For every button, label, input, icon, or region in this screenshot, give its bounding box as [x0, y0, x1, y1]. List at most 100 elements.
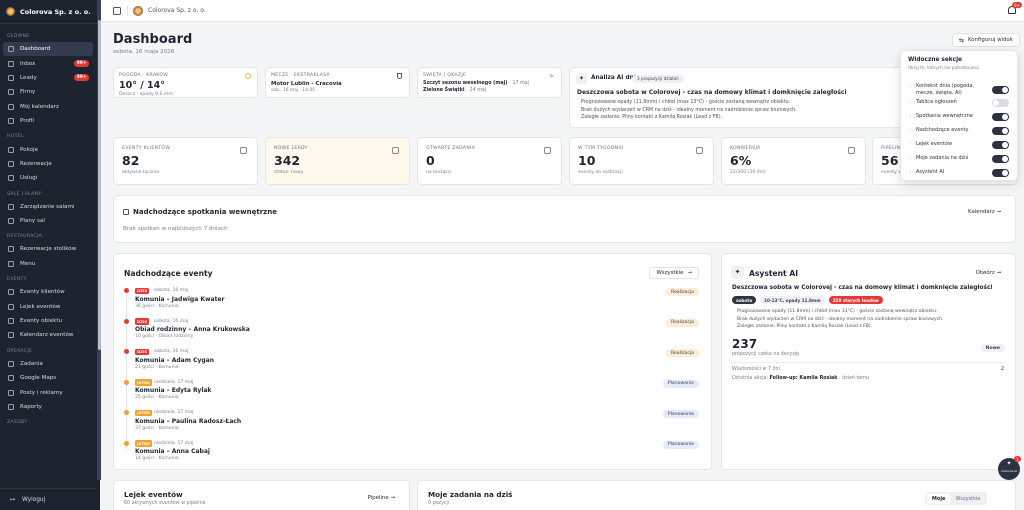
meetings-card: Nadchodzące spotkania wewnętrzne Kalenda…: [113, 195, 1016, 243]
nav-item[interactable]: Pokoje: [3, 142, 93, 156]
nav-item[interactable]: Mój kalendarz: [3, 100, 93, 114]
tab[interactable]: Wszystkie: [955, 495, 981, 502]
event-meta: 36 gości · Komunia: [135, 303, 179, 309]
match-value: Motor Lublin - Cracovia: [271, 81, 342, 87]
chips: sobota 10-13°C, opady 11.8mm 259 starych l…: [732, 296, 883, 304]
ai-line: Brak dużych wydarzeń w CRM na dziś - ide…: [581, 107, 797, 113]
toggle[interactable]: [992, 112, 1009, 121]
nav-item[interactable]: Usługi: [3, 171, 93, 185]
meetings-link[interactable]: Kalendarz →: [968, 209, 1001, 215]
funnel-link[interactable]: Pipeline →: [367, 495, 395, 501]
nav-item[interactable]: Zarządzanie salami: [3, 200, 93, 214]
nav-label: Eventy obiektu: [20, 318, 63, 325]
divider: [127, 6, 128, 16]
nav-item[interactable]: Google Maps: [3, 371, 93, 385]
toggle[interactable]: [992, 98, 1009, 107]
nav-item[interactable]: Firmy: [3, 85, 93, 99]
nav-label: Pokoje: [20, 146, 39, 153]
nav-icon: [8, 332, 14, 339]
logout[interactable]: ↦ Wyloguj: [0, 488, 97, 510]
nav-item[interactable]: Rezerwacje stolików: [3, 242, 93, 256]
nav-badge: 99+: [74, 74, 89, 82]
assistant-link[interactable]: Otwórz →: [975, 270, 1001, 276]
kpi-sub: eventy w lejku: [881, 170, 915, 175]
bell[interactable]: [1008, 6, 1016, 14]
match-card: MECZE · EKSTRAKLASA Motor Lublin - Craco…: [265, 67, 410, 98]
toggle[interactable]: [992, 126, 1009, 135]
event-name[interactable]: Komunia – Edyta Rylak: [135, 387, 212, 394]
kpi-icon: [848, 147, 855, 154]
nav-item[interactable]: Eventy obiektu: [3, 314, 93, 328]
event-meta: 25 gości · Komunia: [135, 395, 179, 400]
proposal-label: propozycji czeka na decyzję: [732, 352, 800, 357]
assistant-line: Prognozowane opady (11.8mm) i chłód (max…: [737, 309, 938, 314]
nav-item[interactable]: Kalendarz eventów: [3, 328, 93, 342]
nav-item[interactable]: Lejek eventów: [3, 299, 93, 313]
section-title: HOTEL: [7, 134, 24, 140]
event-status: Planowanie: [662, 440, 699, 449]
event-name[interactable]: Obiad rodzinny – Anna Krukowska: [135, 326, 250, 333]
nav-item[interactable]: Rezerwacje: [3, 157, 93, 171]
nav-icon: [8, 103, 14, 110]
nav-item[interactable]: Menu: [3, 257, 93, 271]
timeline: [126, 290, 127, 450]
event-name[interactable]: Komunia – Adam Cygan: [135, 356, 215, 364]
kpi-sub: aktywne łącznie: [122, 170, 160, 175]
nav-label: Firmy: [20, 89, 36, 96]
nav-item[interactable]: Leady 99+: [3, 71, 93, 85]
toggle[interactable]: [992, 168, 1009, 177]
company-logo: [133, 6, 143, 16]
chip: 10-13°C, opady 11.8mm: [760, 296, 825, 304]
toggle[interactable]: [992, 86, 1009, 94]
nav-icon: [8, 246, 14, 253]
nav-icon: [8, 389, 14, 396]
nav-item[interactable]: Dashboard: [3, 42, 93, 57]
event-meta: 21 gości · Komunia: [135, 364, 179, 370]
kpi-label: EVENTY KLIENTÓW: [122, 146, 171, 151]
nav-item[interactable]: Eventy klientów: [3, 285, 93, 299]
sidebar-toggle[interactable]: [113, 7, 121, 15]
nav-item[interactable]: Zadania: [3, 357, 93, 371]
assistant-icon: ✦: [731, 266, 744, 279]
trophy-icon: [397, 73, 402, 79]
toggle[interactable]: [992, 140, 1009, 149]
kpi-icon: [392, 147, 399, 154]
timeline-dot: [124, 410, 129, 415]
nav-item[interactable]: Plany sal: [3, 214, 93, 228]
ai-line: Prognozowane opady (11.8mm) i chłód (max…: [581, 100, 791, 105]
event-name[interactable]: Komunia – Anna Cabaj: [135, 448, 210, 455]
event-name[interactable]: Komunia – Paulina Radosz-Łach: [135, 417, 242, 425]
drag-handle: ⋮⋮: [908, 170, 917, 175]
section-title: RESTAURACJA: [7, 234, 42, 240]
assistant-headline: Deszczowa sobota w Colorovej - czas na d…: [732, 285, 993, 291]
nav-label: Rezerwacje: [20, 160, 52, 167]
weather-value: 10° / 14°: [119, 80, 166, 91]
nav-item[interactable]: Posty i reklamy: [3, 385, 93, 399]
page-title: Dashboard: [113, 32, 193, 47]
fab-icon: ✦: [1006, 460, 1012, 467]
nav-item[interactable]: Inbox 99+: [3, 56, 93, 70]
toggle[interactable]: [992, 154, 1009, 163]
event-date: sobota, 16 maj: [154, 318, 189, 324]
drag-handle: ⋮⋮: [908, 142, 917, 147]
events-link[interactable]: Wszystkie →: [649, 267, 699, 279]
nav-label: Zadania: [20, 360, 43, 367]
section-name: Moje zadania na dziś: [916, 155, 969, 161]
event-meta: 37 gości · Komunia: [135, 425, 179, 431]
timeline-dot: [124, 440, 129, 446]
ai-fab[interactable]: ✦ Colorova AI: [998, 458, 1020, 480]
timeline-dot: [124, 318, 129, 324]
nav-item[interactable]: Raporty: [3, 400, 93, 414]
drag-handle: ⋮⋮: [908, 100, 917, 105]
nav-icon: [8, 160, 14, 167]
kpi-label: NOWE LEADY: [274, 146, 308, 151]
tab[interactable]: Moje: [926, 493, 951, 504]
nav-badge: 99+: [74, 60, 89, 68]
event-name[interactable]: Komunia – Jadwiga Kwater: [135, 295, 225, 303]
kpi-value: 82: [122, 153, 140, 168]
nav-item[interactable]: Profil: [3, 114, 93, 128]
configure-button[interactable]: ⇆ Konfiguruj widok: [952, 33, 1020, 47]
timeline-dot: [124, 288, 129, 293]
section-title: GŁÓWNE: [7, 34, 30, 39]
assistant-line: Zaległe zadanie: Pilny kontakt z Kamilą …: [737, 324, 873, 330]
